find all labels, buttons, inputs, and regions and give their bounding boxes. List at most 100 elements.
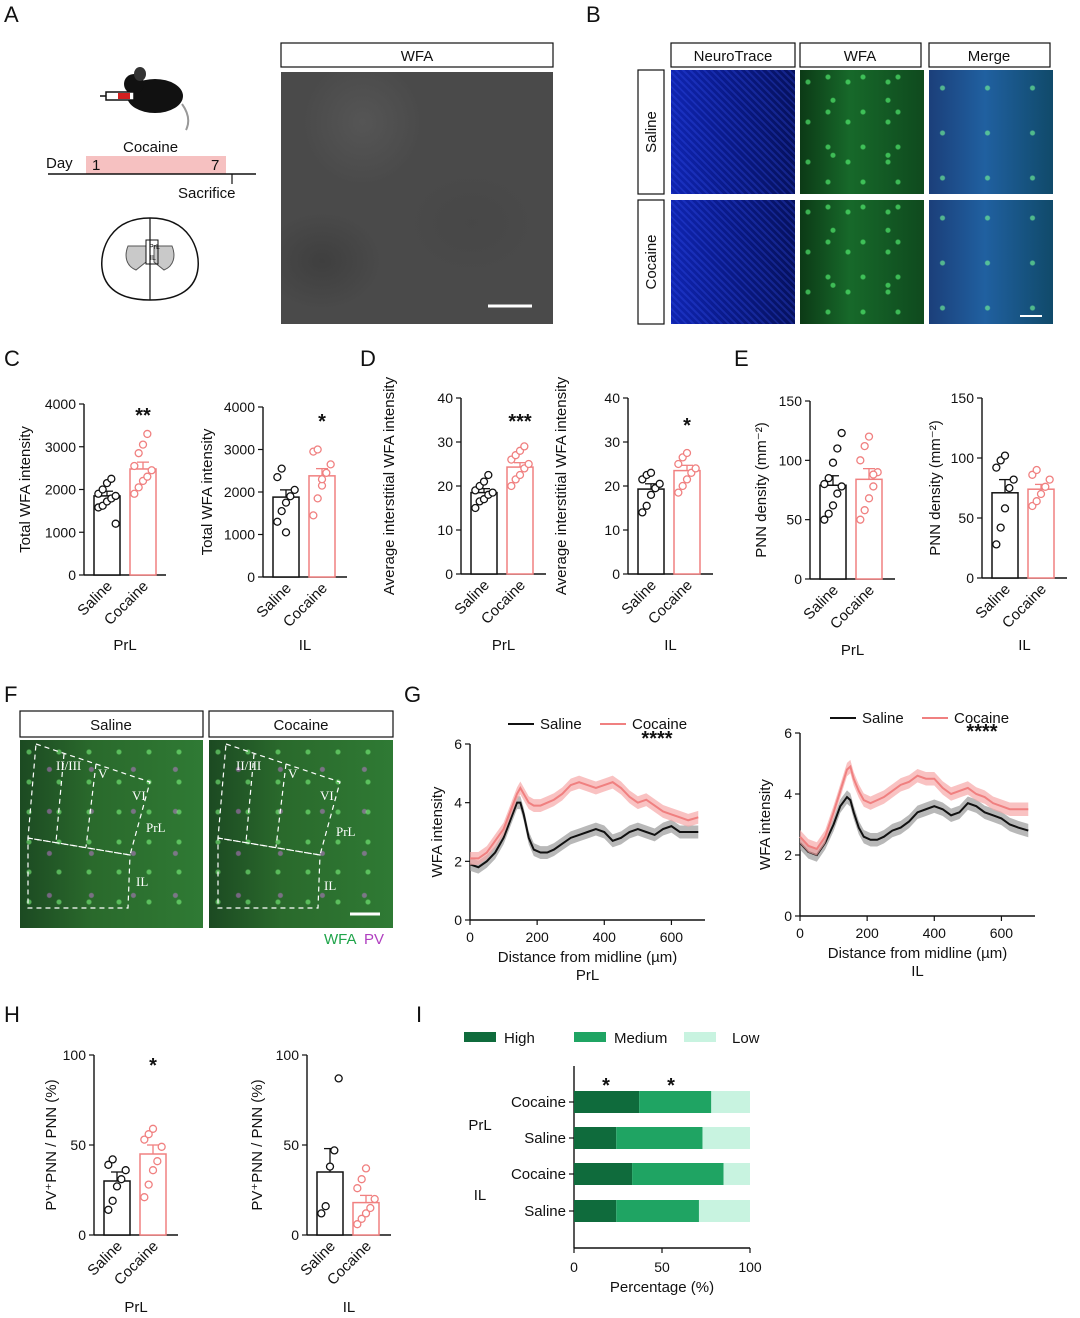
- data-point: [112, 1182, 122, 1191]
- significance-mark: *: [318, 411, 326, 433]
- legend-swatch-medium: [574, 1032, 606, 1042]
- micrograph-saline-merge: [929, 70, 1053, 194]
- data-point: [820, 515, 829, 524]
- x-tick-label: 0: [466, 929, 474, 945]
- y-tick-label: 4: [784, 786, 792, 802]
- y-tick-label: 50: [786, 512, 802, 528]
- x-tick-label: 600: [990, 925, 1014, 941]
- data-point: [286, 492, 295, 501]
- bar-saline: [637, 488, 665, 575]
- data-point: [471, 503, 480, 513]
- x-tick-label: 0: [796, 925, 804, 941]
- y-tick-label: 0: [445, 566, 453, 582]
- data-point: [143, 429, 152, 439]
- data-point: [143, 472, 152, 481]
- data-point: [682, 448, 692, 458]
- y-tick-label: 2000: [45, 482, 76, 498]
- cocaine-period-bar: [86, 156, 226, 174]
- significance-mark: **: [135, 405, 151, 427]
- y-tick-label: 40: [437, 390, 453, 406]
- data-point: [98, 485, 107, 494]
- data-point: [357, 1214, 366, 1223]
- wfa-image-title: WFA: [401, 48, 434, 65]
- significance-mark: ****: [966, 721, 997, 743]
- svg-text:IL: IL: [150, 255, 156, 262]
- data-point: [290, 485, 299, 495]
- y-axis-label: Total WFA intensity: [199, 428, 216, 555]
- y-axis-label: PV⁺PNN / PNN (%): [43, 1079, 60, 1210]
- data-point: [317, 1209, 326, 1218]
- y-tick-label: 30: [604, 434, 620, 450]
- wfa-image-title-box: [280, 42, 554, 68]
- day-end: 7: [211, 157, 219, 174]
- legend-swatch-low: [684, 1032, 716, 1042]
- micrograph-cocaine-neurotrace: [671, 200, 795, 324]
- panel-label-a: A: [4, 2, 19, 27]
- series-line-saline: [799, 795, 1029, 857]
- data-point: [674, 459, 683, 469]
- data-point: [479, 477, 489, 486]
- data-point: [484, 470, 493, 480]
- y-tick-label: 0: [794, 571, 802, 587]
- segment-high-il-saline: [574, 1200, 617, 1222]
- y-tick-label: 0: [612, 566, 620, 582]
- data-point: [520, 442, 529, 451]
- data-point: [366, 1203, 375, 1213]
- data-point: [1009, 475, 1018, 484]
- legend-label-medium: Medium: [614, 1030, 667, 1047]
- data-point: [996, 523, 1005, 532]
- data-point: [828, 501, 838, 510]
- y-tick-label: 0: [784, 908, 792, 924]
- y-tick-label: 2000: [224, 484, 255, 500]
- segment-medium-prl-saline: [616, 1127, 703, 1149]
- data-point: [837, 428, 846, 438]
- data-point: [281, 498, 291, 507]
- data-point: [357, 1175, 366, 1184]
- bar-cocaine: [352, 1201, 380, 1236]
- data-point: [655, 479, 664, 488]
- timeline-title: Cocaine: [123, 139, 178, 156]
- data-point: [134, 449, 143, 458]
- data-point: [837, 482, 846, 491]
- sem-band-cocaine: [800, 759, 1029, 856]
- y-tick-label: 6: [454, 736, 462, 752]
- data-point: [111, 519, 120, 528]
- data-point: [361, 1209, 371, 1218]
- data-point: [992, 463, 1001, 472]
- micrograph-saline-neurotrace: [671, 70, 795, 194]
- data-point: [277, 506, 286, 516]
- y-tick-label: 2: [454, 853, 462, 869]
- legend-label-cocaine: Cocaine: [632, 716, 687, 733]
- b-col-title-wfa: WFA: [844, 48, 877, 65]
- y-tick-label: 3000: [224, 442, 255, 458]
- sacrifice-label: Sacrifice: [178, 185, 236, 202]
- data-point: [370, 1194, 379, 1204]
- x-axis-label: IL: [664, 637, 677, 654]
- x-tick-label: 200: [525, 929, 549, 945]
- significance-mark-medium: *: [667, 1075, 675, 1097]
- x-axis-label: Distance from midline (µm): [498, 949, 678, 966]
- data-point: [353, 1220, 362, 1229]
- y-tick-label: 50: [958, 510, 974, 526]
- significance-mark: *: [149, 1055, 157, 1077]
- data-point: [273, 472, 282, 482]
- mouse-icon: [124, 67, 190, 131]
- bar-saline: [316, 1171, 344, 1236]
- y-tick-label: 10: [604, 522, 620, 538]
- data-point: [157, 1142, 166, 1151]
- data-point: [820, 479, 829, 489]
- y-tick-label: 0: [247, 569, 255, 585]
- sem-band-cocaine: [470, 775, 699, 865]
- data-point: [691, 464, 700, 473]
- data-point: [992, 540, 1001, 549]
- series-line-saline: [469, 801, 699, 869]
- x-axis-label: Percentage (%): [610, 1279, 714, 1296]
- group-label-il: IL: [474, 1187, 487, 1204]
- legend-label-saline: Saline: [540, 716, 582, 733]
- row-label-il-saline: Saline: [524, 1203, 566, 1220]
- data-point: [515, 470, 525, 480]
